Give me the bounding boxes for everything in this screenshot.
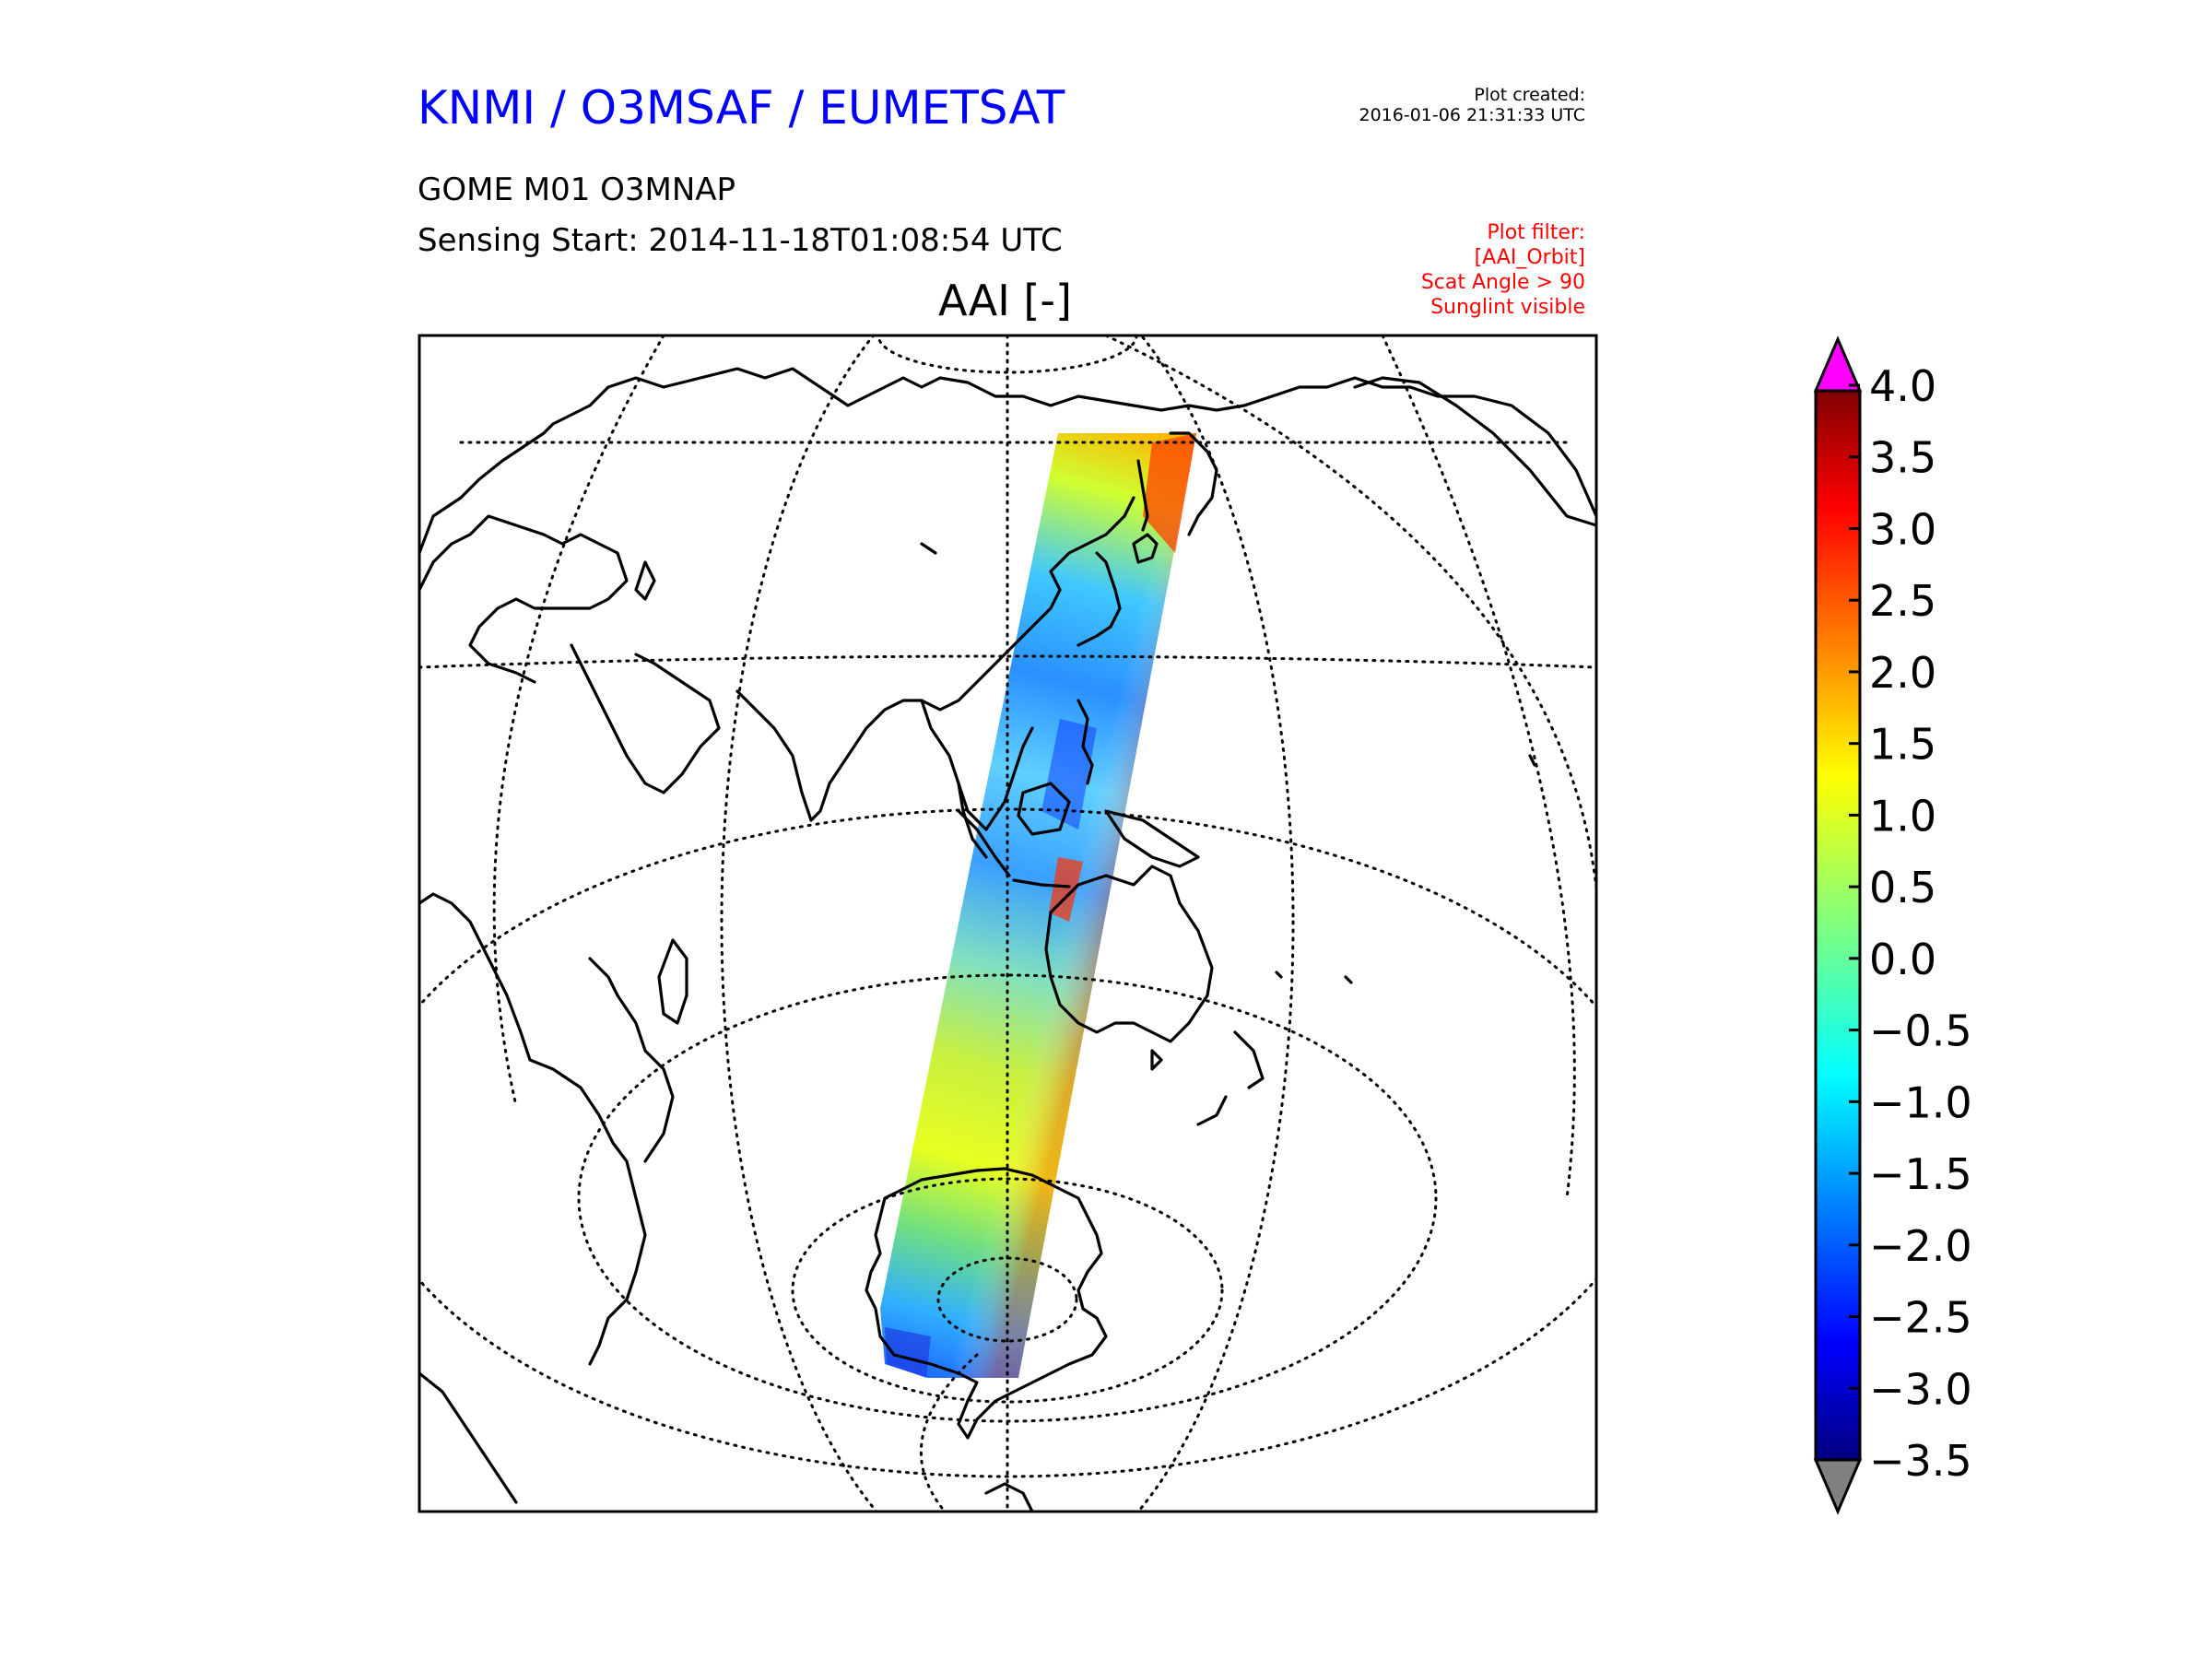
coastlines [419, 367, 1596, 1512]
colorbar-ticks: 4.0 3.5 3.0 2.5 2.0 1.5 1.0 0.5 0.0 −0.5 −1.0 −1.5 −… [1849, 361, 1972, 1486]
parallel-ellipse [791, 1177, 1224, 1404]
colorbar-tick-label: −1.5 [1869, 1149, 1972, 1199]
colorbar-tick-label: 1.5 [1869, 720, 1936, 770]
filter-line: [AAI_Orbit] [1474, 246, 1585, 269]
meridian-line [1381, 335, 1576, 1200]
coastline-java [1012, 878, 1071, 888]
aai-low-spot-antarctica [885, 1327, 931, 1378]
coastline-kamchatka [1169, 431, 1218, 536]
coastline-india [735, 689, 924, 822]
coastline-alaska [1353, 376, 1596, 527]
coastline-island [1344, 975, 1353, 984]
plot-created-time: 2016-01-06 21:31:33 UTC [1359, 105, 1586, 125]
coastline-peninsula [984, 1482, 1034, 1512]
meridian-line [492, 335, 665, 1108]
coastline-africa [419, 892, 647, 1366]
coastline-eurasia-north [419, 367, 1596, 555]
coastline-malaya [957, 782, 988, 859]
colorbar-tick-label: 3.0 [1869, 504, 1936, 554]
plot-created-label: Plot created: [1474, 85, 1585, 105]
plot-title: AAI [-] [938, 276, 1072, 325]
product-name: GOME M01 O3MNAP [418, 171, 736, 208]
colorbar-under-arrow [1813, 1458, 1863, 1515]
graticule [419, 335, 1596, 1512]
colorbar-tick-label: 4.0 [1869, 361, 1936, 411]
parallel-line [419, 654, 1596, 669]
sensing-start: Sensing Start: 2014-11-18T01:08:54 UTC [418, 222, 1063, 259]
meridian-line [919, 1353, 979, 1512]
coastline-borneo [1017, 782, 1071, 836]
colorbar-tick-label: −0.5 [1869, 1006, 1972, 1056]
coastline-caspian [634, 560, 656, 601]
aai-swath-edge [880, 433, 1196, 1378]
colorbar-gradient [1816, 391, 1860, 1460]
coastline-madagascar [657, 938, 688, 1025]
coastline-island [1275, 971, 1283, 979]
filter-line: Scat Angle > 90 [1420, 271, 1585, 294]
aai-high-spot-kamchatka [1143, 433, 1196, 553]
coastline-baikal [920, 542, 937, 555]
coastline-philippines [1077, 699, 1094, 785]
map-panel [418, 334, 1598, 1513]
coastline-arabia [570, 643, 721, 794]
coastline-china [920, 496, 1135, 712]
coastline-japan [1077, 551, 1122, 647]
polar-circle [877, 335, 1138, 374]
colorbar-tick-label: 0.0 [1869, 935, 1936, 984]
coastline-australia [1044, 865, 1214, 1043]
coastline-europe [419, 514, 629, 684]
colorbar-tick-label: 2.5 [1869, 576, 1936, 626]
main-title: KNMI / O3MSAF / EUMETSAT [418, 81, 1065, 135]
coastline-africa-east [588, 957, 675, 1163]
colorbar-tick-label: 3.5 [1869, 433, 1936, 483]
meridian-ellipse [720, 335, 1295, 1512]
colorbar-tick-label: 0.5 [1869, 863, 1936, 912]
colorbar-tick-label: 1.0 [1869, 791, 1936, 841]
colorbar-frame [1814, 389, 1862, 1462]
coastline-hokkaido [1132, 533, 1159, 564]
coastline-new-guinea [1104, 809, 1200, 868]
filter-line: Plot filter: [1487, 221, 1585, 244]
plot-filter-notes: Plot filter: [AAI_Orbit] Scat Angle > 90… [1421, 220, 1585, 320]
coastline-sumatra [957, 809, 1011, 877]
coastline-sakhalin [1136, 459, 1149, 532]
colorbar-over-arrow [1813, 335, 1863, 393]
coastline-new-zealand [1196, 1030, 1265, 1126]
map-frame [418, 334, 1598, 1513]
plot-created: Plot created: 2016-01-06 21:31:33 UTC [1359, 85, 1586, 125]
colorbar: 4.0 3.5 3.0 2.5 2.0 1.5 1.0 0.5 0.0 −0.5 −1.0 −1.5 −… [1813, 335, 1972, 1515]
coastline-tasmania [1150, 1049, 1163, 1071]
coastline-south-america [419, 1371, 518, 1504]
coastline-island [1528, 754, 1536, 767]
colorbar-tick-label: −3.0 [1869, 1364, 1972, 1414]
colorbar-tick-label: −2.0 [1869, 1221, 1972, 1271]
filter-line: Sunglint visible [1430, 296, 1585, 319]
colorbar-tick-label: −3.5 [1869, 1436, 1972, 1486]
coastline-indochina [920, 699, 1034, 831]
colorbar-tick-label: −2.5 [1869, 1293, 1972, 1343]
colorbar-tick-label: −1.0 [1869, 1077, 1972, 1127]
coastline-antarctica [865, 1167, 1108, 1440]
colorbar-tick-label: 2.0 [1869, 648, 1936, 698]
